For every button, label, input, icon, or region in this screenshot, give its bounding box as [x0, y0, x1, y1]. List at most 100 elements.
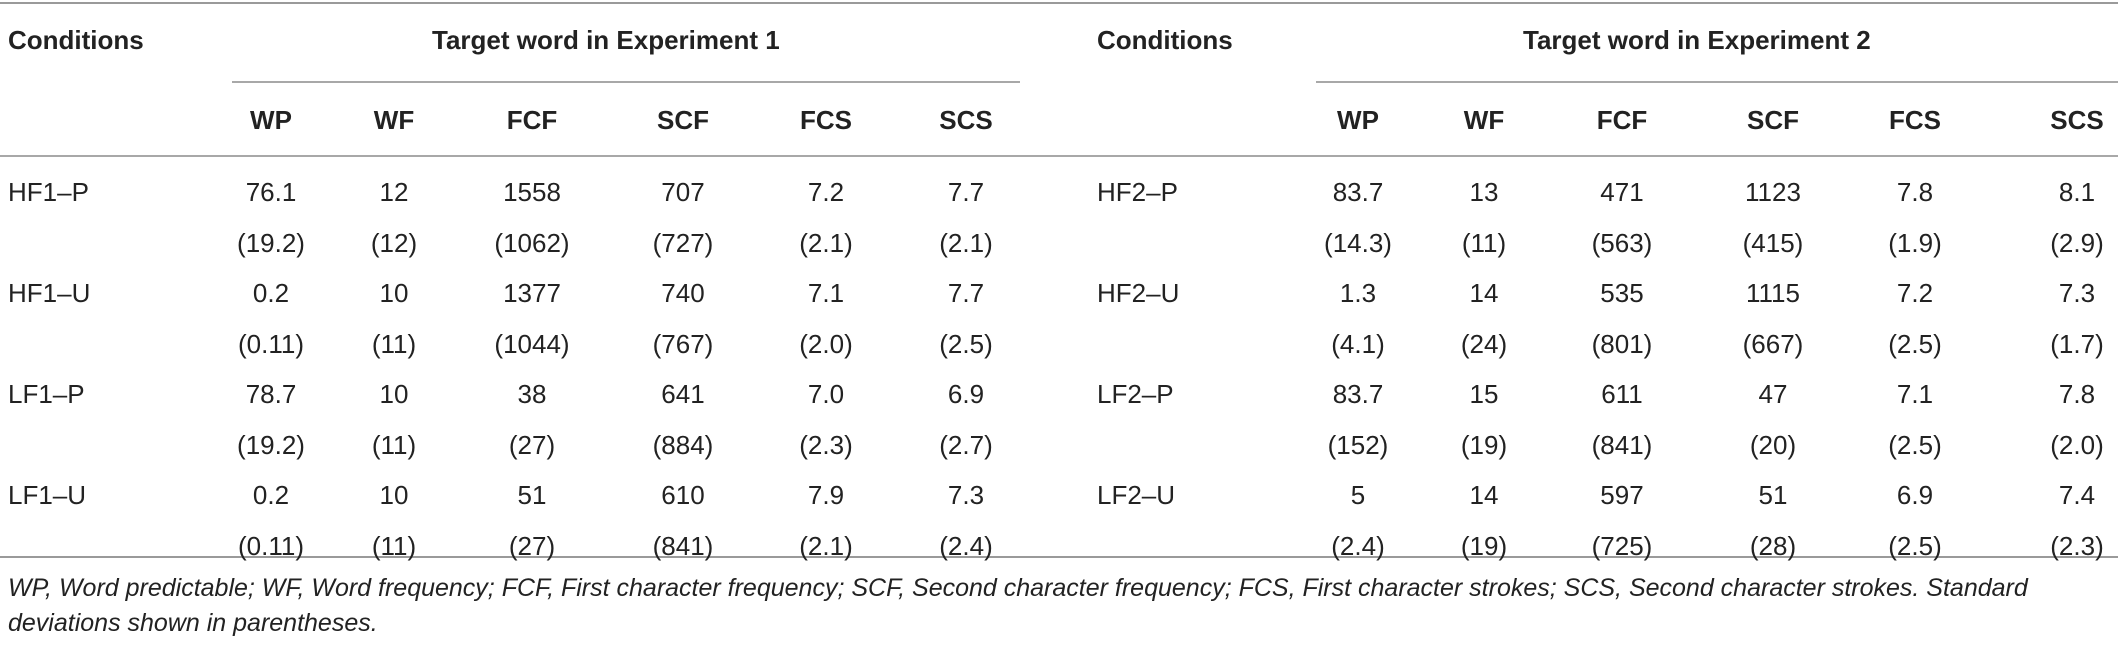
exp1-row-label: HF1–U — [8, 278, 91, 308]
exp2-mean-cell: 535 — [1600, 278, 1644, 308]
exp1-sd-cell: (27) — [508, 430, 556, 460]
exp2-sd-cell: (563) — [1591, 228, 1653, 258]
exp2-mean-cell: 7.2 — [1896, 278, 1934, 308]
exp2-mean-cell: 7.8 — [2058, 379, 2096, 409]
exp1-sd-cell: (27) — [508, 531, 556, 561]
column-header-exp2-fcs: FCS — [1889, 105, 1941, 135]
exp2-mean-cell: 6.9 — [1896, 480, 1934, 510]
exp2-mean-cell: 14 — [1469, 278, 1499, 308]
exp2-sd-cell: (11) — [1461, 228, 1507, 258]
exp1-sd-cell: (2.4) — [939, 531, 993, 561]
table-bottom-rule — [0, 556, 2118, 558]
exp1-mean-cell: 38 — [517, 379, 547, 409]
exp1-mean-cell: 12 — [379, 177, 409, 207]
header-bottom-rule — [0, 155, 2118, 157]
exp1-sd-cell: (19.2) — [237, 228, 305, 258]
exp1-sd-cell: (767) — [652, 329, 714, 359]
exp1-mean-cell: 0.2 — [252, 480, 290, 510]
column-header-exp2-fcf: FCF — [1596, 105, 1648, 135]
exp2-sd-cell: (20) — [1749, 430, 1797, 460]
exp1-mean-cell: 7.1 — [807, 278, 845, 308]
exp2-mean-cell: 7.8 — [1896, 177, 1934, 207]
exp2-sd-cell: (24) — [1460, 329, 1508, 359]
column-header-exp2-wf: WF — [1463, 105, 1505, 135]
column-header-exp1-scs: SCS — [939, 105, 993, 135]
exp1-mean-cell: 7.3 — [947, 480, 985, 510]
column-header-exp1-wf: WF — [373, 105, 415, 135]
exp1-mean-cell: 10 — [379, 278, 409, 308]
exp1-sd-cell: (2.5) — [939, 329, 993, 359]
exp1-sd-cell: (2.0) — [799, 329, 853, 359]
exp2-sd-cell: (801) — [1591, 329, 1653, 359]
exp2-sd-cell: (2.5) — [1888, 329, 1942, 359]
exp2-sd-cell: (725) — [1591, 531, 1653, 561]
exp2-mean-cell: 83.7 — [1332, 177, 1384, 207]
exp1-sd-cell: (11) — [371, 329, 417, 359]
column-header-exp1-wp: WP — [250, 105, 292, 135]
exp2-sd-cell: (2.5) — [1888, 531, 1942, 561]
exp2-mean-cell: 14 — [1469, 480, 1499, 510]
exp1-sd-cell: (0.11) — [238, 329, 304, 359]
exp2-sd-cell: (667) — [1742, 329, 1804, 359]
exp1-sd-cell: (2.7) — [939, 430, 993, 460]
exp2-title: Target word in Experiment 2 — [1523, 25, 1871, 55]
exp2-mean-cell: 83.7 — [1332, 379, 1384, 409]
exp2-title-underline — [1316, 81, 2118, 83]
exp2-row-label: HF2–P — [1097, 177, 1178, 207]
exp2-mean-cell: 15 — [1469, 379, 1499, 409]
exp1-row-label: LF1–U — [8, 480, 87, 510]
exp1-mean-cell: 7.7 — [947, 278, 985, 308]
exp1-sd-cell: (2.1) — [939, 228, 993, 258]
exp2-sd-cell: (14.3) — [1324, 228, 1392, 258]
exp2-mean-cell: 51 — [1758, 480, 1788, 510]
exp1-sd-cell: (0.11) — [238, 531, 304, 561]
exp1-mean-cell: 7.9 — [807, 480, 845, 510]
exp1-sd-cell: (12) — [370, 228, 418, 258]
exp1-sd-cell: (1044) — [494, 329, 570, 359]
conditions-header-exp2: Conditions — [1097, 25, 1233, 55]
exp2-sd-cell: (415) — [1742, 228, 1804, 258]
exp2-mean-cell: 611 — [1601, 379, 1643, 409]
exp2-mean-cell: 5 — [1350, 480, 1366, 510]
exp2-mean-cell: 1115 — [1746, 278, 1800, 308]
exp2-row-label: LF2–P — [1097, 379, 1174, 409]
exp2-sd-cell: (1.7) — [2050, 329, 2104, 359]
exp2-mean-cell: 7.1 — [1896, 379, 1934, 409]
top-rule — [0, 2, 2118, 4]
exp2-row-label: HF2–U — [1097, 278, 1180, 308]
exp1-mean-cell: 51 — [517, 480, 547, 510]
exp1-mean-cell: 0.2 — [252, 278, 290, 308]
exp1-sd-cell: (884) — [652, 430, 714, 460]
exp1-mean-cell: 78.7 — [245, 379, 297, 409]
conditions-header-exp1: Conditions — [8, 25, 144, 55]
exp1-title: Target word in Experiment 1 — [432, 25, 780, 55]
exp1-mean-cell: 7.7 — [947, 177, 985, 207]
exp1-sd-cell: (2.1) — [799, 531, 853, 561]
exp2-sd-cell: (1.9) — [1888, 228, 1942, 258]
exp2-mean-cell: 1123 — [1745, 177, 1801, 207]
exp1-row-label: HF1–P — [8, 177, 89, 207]
exp1-mean-cell: 7.0 — [807, 379, 845, 409]
exp2-sd-cell: (2.3) — [2050, 531, 2104, 561]
exp1-mean-cell: 1558 — [503, 177, 561, 207]
exp1-mean-cell: 641 — [661, 379, 705, 409]
exp2-mean-cell: 7.3 — [2058, 278, 2096, 308]
exp2-sd-cell: (28) — [1749, 531, 1797, 561]
exp1-title-underline — [232, 81, 1020, 83]
exp2-mean-cell: 8.1 — [2058, 177, 2096, 207]
exp1-sd-cell: (2.3) — [799, 430, 853, 460]
column-header-exp2-wp: WP — [1337, 105, 1379, 135]
exp2-sd-cell: (19) — [1460, 430, 1508, 460]
exp1-sd-cell: (11) — [371, 531, 417, 561]
exp2-sd-cell: (2.4) — [1331, 531, 1385, 561]
exp2-mean-cell: 1.3 — [1339, 278, 1377, 308]
exp2-sd-cell: (2.5) — [1888, 430, 1942, 460]
column-header-exp1-fcs: FCS — [800, 105, 852, 135]
exp1-mean-cell: 707 — [661, 177, 705, 207]
exp1-mean-cell: 76.1 — [245, 177, 297, 207]
exp1-mean-cell: 10 — [379, 480, 409, 510]
exp1-sd-cell: (841) — [652, 531, 714, 561]
exp1-row-label: LF1–P — [8, 379, 85, 409]
exp2-row-label: LF2–U — [1097, 480, 1176, 510]
exp2-sd-cell: (19) — [1460, 531, 1508, 561]
